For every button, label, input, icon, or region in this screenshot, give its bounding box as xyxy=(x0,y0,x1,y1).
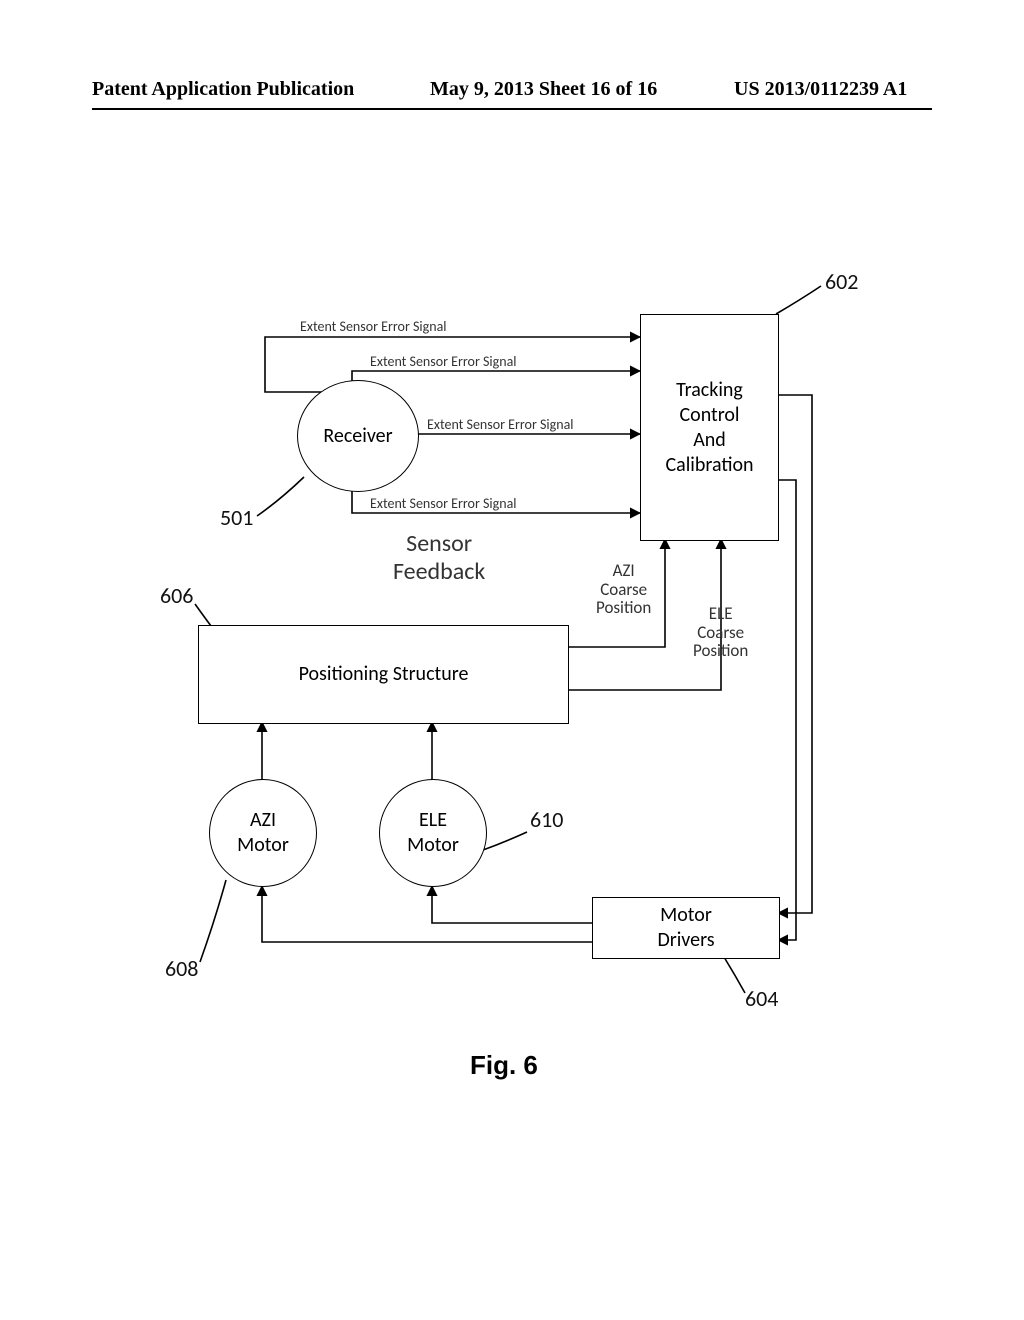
signal4-label: Extent Sensor Error Signal xyxy=(370,495,517,512)
ref-608: 608 xyxy=(165,955,198,982)
ele-motor-node: ELE Motor xyxy=(379,779,487,887)
azi-pos-label: AZI Coarse Position xyxy=(596,562,651,618)
tracking-node: Tracking Control And Calibration xyxy=(640,314,779,541)
azi-motor-label: AZI Motor xyxy=(237,808,289,858)
sensor-feedback-label: Sensor Feedback xyxy=(393,530,485,585)
ele-motor-label: ELE Motor xyxy=(407,808,459,858)
ref-606: 606 xyxy=(160,582,193,609)
signal1-label: Extent Sensor Error Signal xyxy=(300,318,447,335)
signal2-label: Extent Sensor Error Signal xyxy=(370,353,517,370)
ele-pos-label: ELE Coarse Position xyxy=(693,605,748,661)
motor-drivers-label: Motor Drivers xyxy=(657,903,714,953)
receiver-label: Receiver xyxy=(323,424,392,449)
azi-motor-node: AZI Motor xyxy=(209,779,317,887)
signal3-label: Extent Sensor Error Signal xyxy=(427,416,574,433)
ref-604: 604 xyxy=(745,985,778,1012)
positioning-node: Positioning Structure xyxy=(198,625,569,724)
figure-caption: Fig. 6 xyxy=(470,1050,538,1081)
ref-610: 610 xyxy=(530,806,563,833)
ref-501: 501 xyxy=(220,504,253,531)
positioning-label: Positioning Structure xyxy=(299,662,469,687)
block-diagram: Receiver Tracking Control And Calibratio… xyxy=(0,0,1024,1320)
tracking-label: Tracking Control And Calibration xyxy=(665,378,753,478)
ref-602: 602 xyxy=(825,268,858,295)
receiver-node: Receiver xyxy=(297,380,419,492)
motor-drivers-node: Motor Drivers xyxy=(592,897,780,959)
